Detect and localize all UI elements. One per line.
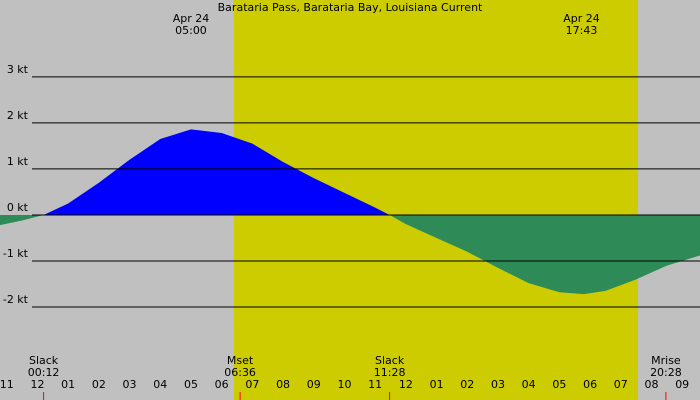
chart-title: Barataria Pass, Barataria Bay, Louisiana… bbox=[218, 1, 483, 14]
event-label: Mset bbox=[227, 354, 254, 367]
marker-date: Apr 24 bbox=[173, 12, 210, 25]
x-tick-label: 09 bbox=[675, 378, 689, 391]
x-tick-label: 02 bbox=[92, 378, 106, 391]
x-tick-label: 09 bbox=[307, 378, 321, 391]
x-tick-label: 04 bbox=[522, 378, 536, 391]
event-label: Slack bbox=[375, 354, 405, 367]
y-tick-label: 2 kt bbox=[7, 109, 29, 122]
marker-date: Apr 24 bbox=[563, 12, 600, 25]
y-tick-label: -2 kt bbox=[3, 293, 29, 306]
x-tick-label: 10 bbox=[337, 378, 351, 391]
x-tick-label: 12 bbox=[30, 378, 44, 391]
x-tick-label: 03 bbox=[123, 378, 137, 391]
event-time: 00:12 bbox=[28, 366, 60, 379]
x-tick-label: 01 bbox=[61, 378, 75, 391]
ebb-area bbox=[0, 214, 700, 295]
marker-time: 05:00 bbox=[175, 24, 207, 37]
x-tick-label: 07 bbox=[614, 378, 628, 391]
y-tick-label: 3 kt bbox=[7, 63, 29, 76]
x-tick-label: 08 bbox=[644, 378, 658, 391]
x-tick-label: 05 bbox=[184, 378, 198, 391]
x-tick-label: 04 bbox=[153, 378, 167, 391]
x-tick-label: 12 bbox=[399, 378, 413, 391]
x-tick-label: 07 bbox=[245, 378, 259, 391]
y-tick-label: 1 kt bbox=[7, 155, 29, 168]
event-label: Mrise bbox=[651, 354, 681, 367]
x-tick-label: 11 bbox=[368, 378, 382, 391]
event-label: Slack bbox=[29, 354, 59, 367]
marker-time: 17:43 bbox=[566, 24, 598, 37]
event-time: 20:28 bbox=[650, 366, 682, 379]
y-tick-label: 0 kt bbox=[7, 201, 29, 214]
event-time: 06:36 bbox=[224, 366, 256, 379]
x-tick-label: 02 bbox=[460, 378, 474, 391]
x-tick-label: 05 bbox=[552, 378, 566, 391]
x-tick-label: 08 bbox=[276, 378, 290, 391]
x-tick-label: 03 bbox=[491, 378, 505, 391]
y-tick-label: -1 kt bbox=[3, 247, 29, 260]
flood-area bbox=[43, 129, 390, 215]
x-tick-label: 06 bbox=[215, 378, 229, 391]
event-time: 11:28 bbox=[374, 366, 406, 379]
x-tick-label: 01 bbox=[430, 378, 444, 391]
x-tick-label: 06 bbox=[583, 378, 597, 391]
x-tick-label: 11 bbox=[0, 378, 14, 391]
